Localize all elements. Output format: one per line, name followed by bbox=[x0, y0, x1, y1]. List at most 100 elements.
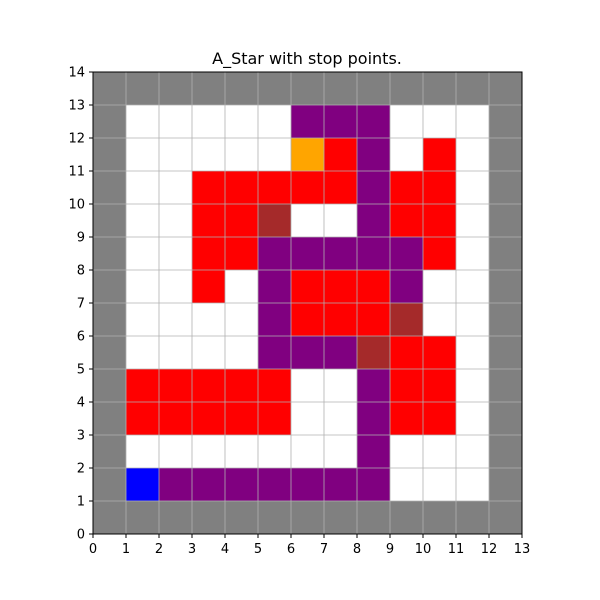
grid-cell-free bbox=[456, 171, 489, 204]
grid-cell-free bbox=[456, 105, 489, 138]
grid-cell-visited bbox=[192, 369, 225, 402]
grid-cell-free bbox=[126, 105, 159, 138]
grid-cell-visited bbox=[324, 303, 357, 336]
grid-cell-free bbox=[258, 138, 291, 171]
grid-cell-wall bbox=[93, 237, 126, 270]
grid-cell-free bbox=[423, 303, 456, 336]
grid-cell-wall bbox=[93, 336, 126, 369]
grid-cell-visited bbox=[390, 402, 423, 435]
grid-cell-wall bbox=[192, 501, 225, 534]
grid-cell-path bbox=[357, 369, 390, 402]
grid-cell-wall bbox=[489, 402, 522, 435]
grid-cell-goal bbox=[291, 138, 324, 171]
grid-cell-path bbox=[192, 468, 225, 501]
grid-cell-free bbox=[423, 468, 456, 501]
grid-cell-path bbox=[291, 237, 324, 270]
grid-cell-free bbox=[423, 435, 456, 468]
grid-cell-free bbox=[291, 204, 324, 237]
grid-cell-free bbox=[159, 171, 192, 204]
y-tick-label: 2 bbox=[77, 462, 85, 477]
grid-cell-path bbox=[357, 138, 390, 171]
grid-cell-visited bbox=[423, 336, 456, 369]
x-tick-label: 7 bbox=[320, 542, 328, 557]
grid-cell-path bbox=[324, 468, 357, 501]
grid-cell-path bbox=[258, 336, 291, 369]
grid-cell-free bbox=[390, 468, 423, 501]
grid-cell-free bbox=[258, 435, 291, 468]
grid-cell-wall bbox=[93, 402, 126, 435]
grid-cell-free bbox=[456, 303, 489, 336]
grid-cell-visited bbox=[423, 138, 456, 171]
y-tick-label: 10 bbox=[68, 198, 85, 213]
x-tick-label: 12 bbox=[481, 542, 498, 557]
y-tick-label: 6 bbox=[77, 330, 85, 345]
grid-cell-wall bbox=[489, 105, 522, 138]
grid-cell-visited bbox=[324, 270, 357, 303]
grid-cell-wall bbox=[489, 303, 522, 336]
grid-cell-visited bbox=[192, 237, 225, 270]
grid-cell-path bbox=[357, 171, 390, 204]
grid-cell-wall bbox=[489, 369, 522, 402]
grid-cell-wall bbox=[225, 72, 258, 105]
grid-cell-path bbox=[159, 468, 192, 501]
grid-cell-visited bbox=[390, 171, 423, 204]
grid-cell-visited bbox=[192, 270, 225, 303]
y-tick-label: 12 bbox=[68, 132, 85, 147]
grid-cell-free bbox=[126, 270, 159, 303]
x-tick-label: 5 bbox=[254, 542, 262, 557]
grid-cell-wall bbox=[93, 204, 126, 237]
grid-cell-wall bbox=[93, 72, 126, 105]
grid-cell-free bbox=[390, 435, 423, 468]
x-tick-label: 10 bbox=[415, 542, 432, 557]
grid-cell-wall bbox=[390, 501, 423, 534]
grid-cell-free bbox=[192, 303, 225, 336]
grid-cell-stop-point bbox=[258, 204, 291, 237]
y-tick-label: 14 bbox=[68, 66, 85, 81]
grid-cell-free bbox=[126, 171, 159, 204]
grid-cell-visited bbox=[291, 171, 324, 204]
y-tick-label: 3 bbox=[77, 429, 85, 444]
grid-cell-free bbox=[456, 369, 489, 402]
grid-cell-visited bbox=[423, 369, 456, 402]
grid-cell-free bbox=[258, 105, 291, 138]
grid-cell-visited bbox=[423, 204, 456, 237]
grid-cell-path bbox=[225, 468, 258, 501]
grid-cell-free bbox=[324, 204, 357, 237]
y-tick-label: 13 bbox=[68, 99, 85, 114]
grid-cell-visited bbox=[357, 303, 390, 336]
grid-cell-visited bbox=[225, 171, 258, 204]
grid-cell-path bbox=[357, 468, 390, 501]
x-tick-label: 2 bbox=[155, 542, 163, 557]
grid-cell-free bbox=[126, 138, 159, 171]
grid-cell-free bbox=[192, 336, 225, 369]
y-tick-label: 9 bbox=[77, 231, 85, 246]
grid-cell-visited bbox=[423, 171, 456, 204]
grid-cell-free bbox=[159, 270, 192, 303]
grid-cell-visited bbox=[423, 237, 456, 270]
grid-cell-visited bbox=[225, 402, 258, 435]
grid-cell-visited bbox=[225, 204, 258, 237]
grid-cell-free bbox=[159, 138, 192, 171]
grid-cell-wall bbox=[357, 72, 390, 105]
grid-cell-wall bbox=[93, 270, 126, 303]
x-axis-ticks: 0 1 2 3 4 5 6 7 8 9 10 11 12 13 bbox=[89, 534, 530, 557]
grid-cell-wall bbox=[489, 435, 522, 468]
grid-cell-wall bbox=[489, 270, 522, 303]
grid-cell-path bbox=[291, 336, 324, 369]
grid-cell-path bbox=[258, 468, 291, 501]
grid-cell-free bbox=[423, 270, 456, 303]
grid-cell-visited bbox=[159, 369, 192, 402]
grid-cell-path bbox=[390, 270, 423, 303]
grid-cell-path bbox=[324, 336, 357, 369]
grid-cell-free bbox=[456, 270, 489, 303]
grid-cell-wall bbox=[456, 501, 489, 534]
grid-cell-wall bbox=[93, 105, 126, 138]
grid-cell-wall bbox=[225, 501, 258, 534]
grid-cell-free bbox=[324, 435, 357, 468]
grid-cell-free bbox=[456, 138, 489, 171]
grid-cell-path bbox=[291, 468, 324, 501]
grid-cell-wall bbox=[258, 501, 291, 534]
grid-cell-free bbox=[225, 435, 258, 468]
